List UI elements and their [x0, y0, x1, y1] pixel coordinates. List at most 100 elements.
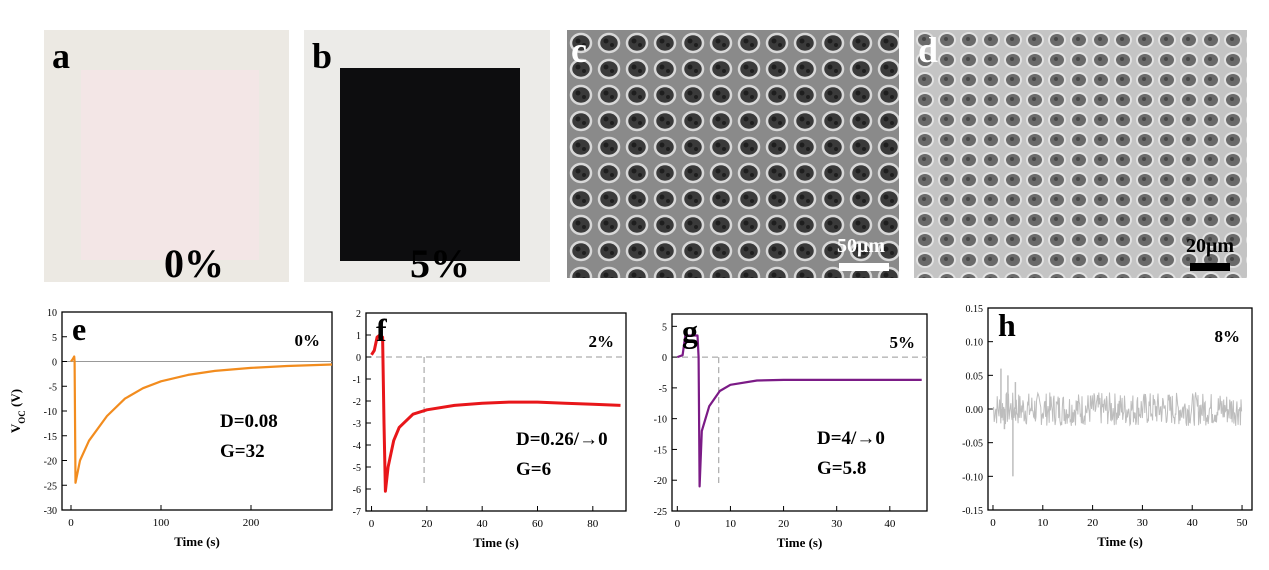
annotation-line: D=0.26/→0: [516, 429, 608, 450]
x-tick-label: 40: [884, 518, 896, 530]
black-sample: [340, 68, 520, 261]
x-tick-label: 0: [68, 517, 74, 529]
x-axis-label: Time (s): [174, 534, 220, 549]
photo-panel-a: a 0%: [44, 30, 289, 282]
y-tick-label: -5: [49, 382, 57, 393]
y-tick-label: -6: [353, 485, 361, 496]
y-tick-label: -5: [353, 463, 361, 474]
y-tick-label: -0.10: [962, 472, 983, 483]
x-axis-label: Time (s): [777, 535, 823, 550]
x-tick-label: 40: [477, 518, 489, 530]
scale-bar-d: [1190, 263, 1230, 271]
y-tick-label: -15: [654, 445, 667, 456]
x-tick-label: 20: [1087, 517, 1099, 529]
y-tick-label: -25: [654, 507, 667, 518]
percent-label-a: 0%: [164, 241, 224, 283]
panel-letter-a: a: [52, 36, 70, 76]
panel-letter-b: b: [312, 36, 333, 76]
panel-letter-d: d: [918, 30, 939, 70]
sem-image-c: c 50μm: [567, 30, 899, 278]
panel-letter-c: c: [571, 30, 587, 70]
x-tick-label: 20: [778, 518, 790, 530]
x-axis-label: Time (s): [473, 535, 519, 550]
y-tick-label: -2: [353, 397, 361, 408]
y-tick-label: -4: [353, 441, 361, 452]
y-tick-label: 1: [356, 331, 361, 342]
y-tick-label: -15: [44, 432, 57, 443]
x-tick-label: 0: [990, 517, 996, 529]
annotation-line: G=6: [516, 459, 551, 480]
y-tick-label: -1: [353, 375, 361, 386]
y-tick-label: -7: [353, 507, 361, 518]
panel-letter-e: e: [72, 311, 86, 347]
sem-image-d: d 20μm: [914, 30, 1247, 278]
x-tick-label: 30: [831, 518, 843, 530]
y-tick-label: -25: [44, 481, 57, 492]
x-tick-label: 40: [1187, 517, 1199, 529]
x-tick-label: 20: [421, 518, 433, 530]
plot-frame: [365, 312, 627, 512]
percent-label: 8%: [1215, 327, 1241, 346]
plot-frame: [61, 311, 333, 511]
scale-label-c: 50μm: [837, 235, 885, 257]
y-tick-label: 0.10: [966, 338, 984, 349]
percent-label: 5%: [890, 333, 916, 352]
y-tick-label: 0: [52, 358, 57, 369]
series-line: [70, 355, 333, 484]
percent-label: 0%: [295, 331, 321, 350]
y-tick-label: -20: [654, 476, 667, 487]
series-line: [676, 334, 922, 488]
y-tick-label: -20: [44, 457, 57, 468]
sem-texture-d: [914, 30, 1247, 278]
x-tick-label: 0: [369, 518, 375, 530]
y-tick-label: 0.05: [966, 371, 984, 382]
percent-label-b: 5%: [410, 241, 470, 283]
sem-texture-c: [567, 30, 899, 278]
panel-letter-g: g: [682, 313, 698, 349]
y-tick-label: -10: [44, 407, 57, 418]
x-tick-label: 100: [153, 517, 170, 529]
annotation-line: D=4/→0: [817, 428, 885, 449]
y-tick-label: 0: [662, 353, 667, 364]
x-tick-label: 10: [1037, 517, 1049, 529]
chart-f: 0 20 40 60 80 2 1 0 -1 -2 -3 -4 -5 -6 -7 Time (s) f 2% D=0…: [353, 309, 627, 550]
x-tick-label: 80: [587, 518, 599, 530]
white-sample: [81, 70, 259, 260]
plot-frame: [671, 313, 928, 512]
series-line: [370, 333, 621, 493]
y-tick-label: 10: [47, 308, 57, 319]
photo-panel-b: b 5%: [304, 30, 550, 282]
y-tick-label: -10: [654, 415, 667, 426]
x-tick-label: 50: [1237, 517, 1249, 529]
y-tick-label: 5: [52, 333, 57, 344]
x-tick-label: 30: [1137, 517, 1149, 529]
x-tick-label: 10: [725, 518, 737, 530]
chart-h: 0 10 20 30 40 50 0.15 0.10 0.05 0.00 -0.05 -0.10 -0.…: [962, 304, 1253, 549]
y-tick-label: 0.00: [966, 405, 984, 416]
scale-label-d: 20μm: [1186, 235, 1234, 257]
annotation-line: G=32: [220, 441, 265, 462]
x-tick-label: 200: [243, 517, 260, 529]
y-tick-label: 0.15: [966, 304, 984, 315]
panel-letter-f: f: [376, 312, 387, 348]
x-tick-label: 60: [532, 518, 544, 530]
x-tick-label: 0: [675, 518, 681, 530]
y-tick-label: -30: [44, 506, 57, 517]
y-tick-label: -0.15: [962, 506, 983, 517]
y-tick-label: 0: [356, 353, 361, 364]
annotation-line: G=5.8: [817, 458, 866, 479]
scale-bar-c: [839, 263, 889, 271]
y-axis-label: VOC (V): [8, 389, 27, 433]
y-tick-label: -5: [659, 384, 667, 395]
y-tick-label: 5: [662, 322, 667, 333]
y-tick-label: -0.05: [962, 439, 983, 450]
x-axis-label: Time (s): [1097, 534, 1143, 549]
noise-series: [992, 391, 1243, 427]
chart-e: 0 100 200 10 5 0 -5 -10 -15 -20 -25 -30 Time (s) VOC …: [8, 308, 333, 549]
panel-letter-h: h: [998, 307, 1016, 343]
annotation-line: D=0.08: [220, 411, 278, 432]
y-tick-label: -3: [353, 419, 361, 430]
percent-label: 2%: [589, 332, 615, 351]
y-tick-label: 2: [356, 309, 361, 320]
